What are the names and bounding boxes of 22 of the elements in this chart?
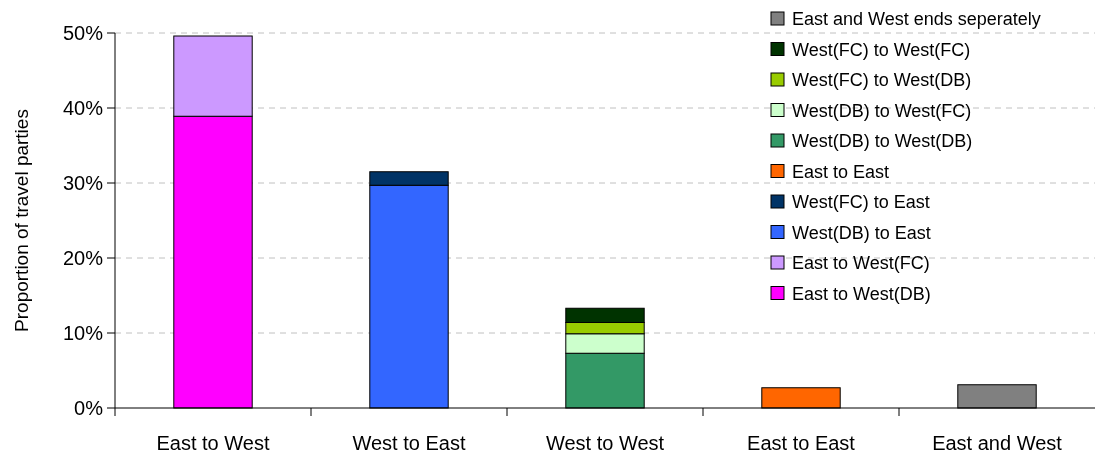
legend-label: East to East	[792, 161, 890, 182]
legend-label: West(FC) to East	[792, 192, 930, 213]
y-axis-title: Proportion of travel parties	[11, 109, 32, 332]
y-tick-label: 40%	[62, 97, 104, 119]
x-tick-label: East and West	[932, 432, 1063, 454]
legend-label: East and West ends seperately	[792, 9, 1041, 30]
x-tick-label: East to West	[156, 432, 270, 454]
y-tick-label: 10%	[62, 322, 104, 344]
x-tick-label: East to East	[747, 432, 856, 454]
y-tick-label: 30%	[62, 172, 104, 194]
x-tick-label: West to West	[545, 432, 665, 454]
legend-label: West(FC) to West(FC)	[792, 39, 971, 60]
x-tick-label: West to East	[352, 432, 466, 454]
y-tick-label: 20%	[62, 247, 104, 269]
legend-label: East to West(DB)	[792, 283, 931, 304]
legend-label: West(DB) to East	[792, 222, 931, 243]
legend-label: West(FC) to West(DB)	[792, 70, 972, 91]
legend-label: West(DB) to West(FC)	[792, 100, 972, 121]
y-tick-label: 0%	[74, 397, 104, 419]
y-tick-label: 50%	[62, 22, 104, 44]
legend-label: West(DB) to West(DB)	[792, 131, 973, 152]
legend-label: East to West(FC)	[792, 253, 930, 274]
